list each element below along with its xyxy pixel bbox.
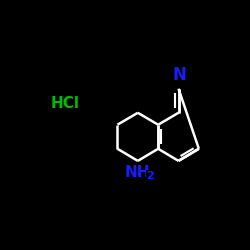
Text: 2: 2 (146, 170, 154, 180)
Text: NH: NH (124, 164, 150, 180)
Text: HCl: HCl (51, 96, 80, 111)
Text: N: N (172, 66, 186, 84)
